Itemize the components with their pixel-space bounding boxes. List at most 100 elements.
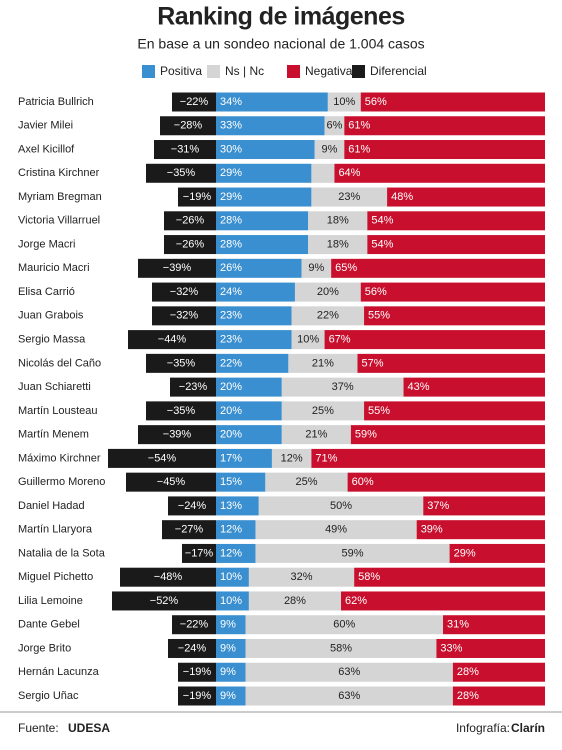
category-label: Martín Menem xyxy=(18,429,89,441)
value-label: 15% xyxy=(220,476,242,488)
value-label: −17% xyxy=(185,547,214,559)
value-label: −23% xyxy=(179,381,208,393)
category-label: Mauricio Macri xyxy=(18,262,90,274)
differential-bar xyxy=(178,662,216,682)
category-label: Guillermo Moreno xyxy=(18,476,105,488)
bar-segment xyxy=(216,140,315,160)
value-label: 28% xyxy=(457,690,479,702)
legend-label: Negativa xyxy=(305,64,353,78)
differential-bar xyxy=(172,615,216,635)
bar-segment xyxy=(387,187,545,207)
differential-bar xyxy=(164,211,216,231)
value-label: 59% xyxy=(355,429,377,441)
bar-segment xyxy=(311,187,388,207)
value-label: 65% xyxy=(335,262,357,274)
value-label: 20% xyxy=(220,429,242,441)
bar-segment xyxy=(311,448,545,468)
bar-segment xyxy=(354,567,545,587)
category-label: Victoria Villarruel xyxy=(18,215,100,227)
value-label: 55% xyxy=(368,405,390,417)
value-label: 37% xyxy=(427,500,449,512)
bar-segment xyxy=(216,543,256,563)
value-label: 26% xyxy=(220,262,242,274)
bar-segment xyxy=(216,472,266,492)
value-label: 17% xyxy=(220,452,242,464)
credit: Clarín xyxy=(511,721,545,735)
value-label: 24% xyxy=(220,286,242,298)
value-label: 23% xyxy=(338,191,360,203)
value-label: 25% xyxy=(312,405,334,417)
value-label: 21% xyxy=(312,357,334,369)
category-label: Martín Llaryora xyxy=(18,524,93,536)
category-label: Sergio Uñac xyxy=(18,690,79,702)
value-label: 34% xyxy=(220,96,242,108)
bar-segment xyxy=(245,686,453,706)
legend-swatch xyxy=(352,65,365,78)
value-label: 61% xyxy=(348,120,370,132)
value-label: 50% xyxy=(330,500,352,512)
value-label: 29% xyxy=(220,191,242,203)
value-label: 37% xyxy=(332,381,354,393)
bar-segment xyxy=(327,92,361,112)
differential-bar xyxy=(178,187,216,207)
value-label: 10% xyxy=(220,595,242,607)
category-label: Nicolás del Caño xyxy=(18,357,101,369)
value-label: 18% xyxy=(327,215,349,227)
credit-label: Infografía: xyxy=(456,721,510,735)
bar-segment xyxy=(216,615,246,635)
bar-segment xyxy=(347,472,545,492)
category-label: Myriam Bregman xyxy=(18,191,102,203)
bar-segment xyxy=(281,377,404,397)
value-label: −39% xyxy=(163,262,192,274)
value-label: −35% xyxy=(167,357,196,369)
category-label: Juan Grabois xyxy=(18,310,84,322)
differential-bar xyxy=(170,377,216,397)
category-label: Axel Kicillof xyxy=(18,143,75,155)
value-label: −32% xyxy=(170,310,199,322)
differential-bar xyxy=(146,163,216,183)
value-label: 54% xyxy=(371,238,393,250)
chart-title: Ranking de imágenes xyxy=(157,3,405,31)
value-label: 9% xyxy=(220,666,236,678)
value-label: 28% xyxy=(220,215,242,227)
value-label: 28% xyxy=(284,595,306,607)
value-label: 28% xyxy=(220,238,242,250)
category-label: Dante Gebel xyxy=(18,619,80,631)
value-label: 30% xyxy=(220,143,242,155)
value-label: 13% xyxy=(220,500,242,512)
value-label: 39% xyxy=(421,524,443,536)
bar-segment xyxy=(344,140,545,160)
bar-segment xyxy=(216,353,289,373)
differential-bar xyxy=(146,401,216,421)
bar-segment xyxy=(334,163,545,183)
value-label: 56% xyxy=(365,96,387,108)
differential-bar xyxy=(138,425,216,445)
bar-segment xyxy=(308,211,368,231)
value-label: −19% xyxy=(183,690,212,702)
bar-segment xyxy=(288,353,358,373)
bar-segment xyxy=(216,591,249,611)
bar-segment xyxy=(216,235,309,255)
value-label: −27% xyxy=(175,524,204,536)
legend-label: Ns | Nc xyxy=(225,64,264,78)
bar-segment xyxy=(216,401,282,421)
bar-segment xyxy=(245,638,437,658)
value-label: 56% xyxy=(365,286,387,298)
bar-segment xyxy=(436,638,545,658)
value-label: −24% xyxy=(178,642,207,654)
differential-bar xyxy=(162,520,216,540)
value-label: 43% xyxy=(408,381,430,393)
bar-segment xyxy=(216,330,292,350)
value-label: 63% xyxy=(338,690,360,702)
value-label: −54% xyxy=(148,452,177,464)
bar-segment xyxy=(367,235,545,255)
value-label: 9% xyxy=(220,642,236,654)
value-label: 57% xyxy=(361,357,383,369)
value-label: 9% xyxy=(308,262,324,274)
bar-segment xyxy=(281,425,351,445)
bar-segment xyxy=(245,662,453,682)
category-label: Miguel Pichetto xyxy=(18,571,93,583)
bar-segment xyxy=(331,258,545,278)
differential-bar xyxy=(152,306,216,326)
value-label: −26% xyxy=(176,215,205,227)
